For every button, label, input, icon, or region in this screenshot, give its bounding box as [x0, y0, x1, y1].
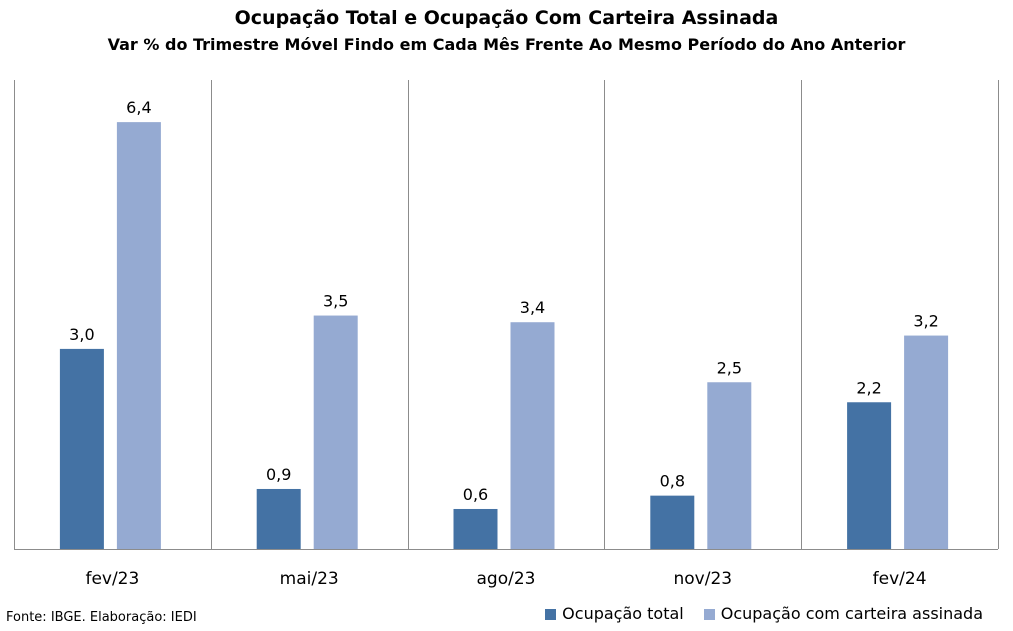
legend-label-carteira: Ocupação com carteira assinada: [720, 604, 983, 623]
bar-carteira: [510, 322, 555, 549]
chart-title: Ocupação Total e Ocupação Com Carteira A…: [234, 7, 779, 29]
legend-swatch-carteira: [703, 608, 715, 620]
x-tick-label: fev/24: [873, 569, 927, 589]
source-note: Fonte: IBGE. Elaboração: IEDI: [6, 610, 197, 625]
bar-total: [847, 402, 892, 549]
legend-label-total: Ocupação total: [562, 604, 684, 623]
data-label-total: 0,6: [463, 485, 488, 504]
data-label-total: 3,0: [69, 325, 94, 344]
bar-carteira: [313, 315, 358, 549]
bar-carteira: [904, 335, 949, 549]
bar-total: [453, 508, 498, 549]
data-label-carteira: 3,5: [323, 292, 348, 311]
data-label-total: 0,9: [266, 465, 291, 484]
legend-item-carteira: Ocupação com carteira assinada: [703, 603, 983, 625]
legend-swatch-total: [545, 608, 557, 620]
bar-carteira: [707, 382, 752, 549]
data-label-total: 0,8: [660, 472, 685, 491]
bar-total: [59, 348, 104, 549]
x-tick-label: fev/23: [85, 569, 139, 589]
data-label-total: 2,2: [856, 378, 881, 397]
bar-total: [650, 495, 695, 549]
bar-chart: 3,0 6,4 fev/23 0,9 3,5 mai/23 0,6 3,4 ago/23 0,8 2…: [14, 80, 999, 589]
chart-legend: Ocupação total Ocupação com carteira ass…: [525, 603, 983, 625]
data-label-carteira: 2,5: [717, 358, 742, 377]
bar-total: [256, 488, 301, 549]
data-label-carteira: 3,2: [913, 312, 938, 331]
x-tick-label: ago/23: [477, 569, 536, 589]
x-tick-label: mai/23: [280, 569, 339, 589]
x-tick-label: nov/23: [673, 569, 732, 589]
chart-subtitle: Var % do Trimestre Móvel Findo em Cada M…: [107, 35, 906, 54]
data-label-carteira: 6,4: [126, 98, 151, 117]
bar-carteira: [116, 122, 161, 550]
data-label-carteira: 3,4: [520, 298, 545, 317]
legend-item-total: Ocupação total: [545, 603, 684, 625]
